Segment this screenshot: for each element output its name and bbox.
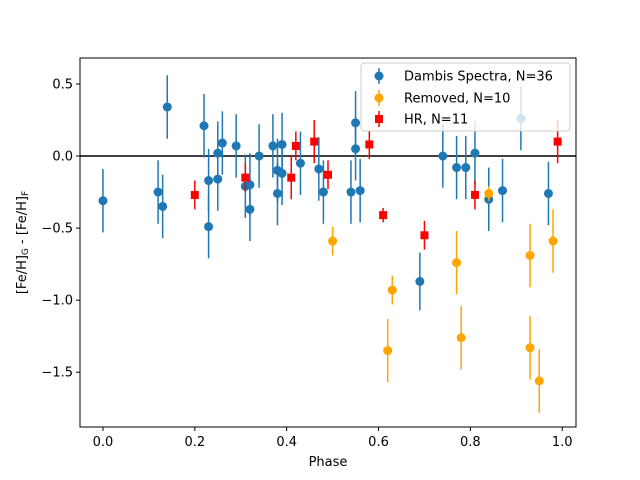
legend-marker-circle: [374, 71, 384, 81]
data-point: [295, 158, 305, 168]
data-point: [318, 187, 328, 197]
data-point: [162, 102, 172, 112]
data-point: [346, 187, 356, 197]
y-tick-label: 0.0: [52, 150, 73, 165]
data-point: [245, 204, 255, 214]
data-point-square: [553, 137, 562, 146]
y-tick-label: 0.5: [52, 77, 73, 92]
y-axis-label: [Fe/H]G - [Fe/H]F: [15, 191, 31, 294]
data-point: [548, 236, 558, 246]
legend-label: Removed, N=10: [404, 92, 510, 107]
legend-marker-circle: [374, 93, 384, 103]
data-point: [415, 276, 425, 286]
data-point: [484, 188, 494, 198]
data-point-square: [324, 170, 332, 179]
data-point: [204, 222, 214, 232]
x-tick-label: 0.8: [460, 435, 481, 450]
legend-label: HR, N=11: [404, 113, 468, 128]
axis-ticks: 0.0 0.2 0.4 0.6 0.8 1.0 0.5 0.0 −0.5 −1.0 −1.5: [41, 77, 572, 450]
legend-entry-dambis: Dambis Spectra, N=36: [374, 68, 553, 85]
data-point: [231, 141, 241, 151]
x-tick-label: 0.0: [93, 435, 114, 450]
legend-entry-hr: HR, N=11: [375, 111, 468, 128]
data-point: [217, 138, 227, 148]
data-point: [525, 250, 535, 260]
data-point-square: [291, 141, 300, 150]
legend-box: [360, 62, 571, 132]
data-point: [314, 164, 324, 174]
legend-marker-square: [375, 115, 383, 123]
data-point: [355, 186, 365, 196]
y-tick-label: −0.5: [41, 222, 73, 237]
data-point: [277, 168, 287, 178]
legend-entry-removed: Removed, N=10: [374, 90, 510, 107]
data-point: [438, 151, 448, 161]
data-point: [387, 285, 397, 295]
data-point: [456, 333, 466, 343]
x-tick-label: 0.6: [368, 435, 389, 450]
plot-area: [80, 75, 576, 413]
data-point: [204, 176, 214, 186]
x-tick-label: 0.2: [184, 435, 205, 450]
y-axis-label-sub2: F: [21, 191, 31, 196]
data-point: [213, 174, 223, 184]
data-point: [534, 376, 544, 386]
y-tick-label: −1.5: [41, 366, 73, 381]
legend: Dambis Spectra, N=36 Removed, N=10 HR, N…: [360, 62, 571, 132]
data-point: [328, 236, 338, 246]
data-point: [461, 163, 471, 173]
y-axis-label-mid: - [Fe/H]: [15, 196, 30, 248]
data-point-square: [365, 140, 374, 149]
data-point: [272, 188, 282, 198]
data-point: [452, 163, 462, 173]
data-point: [158, 201, 168, 211]
data-point-square: [420, 231, 429, 240]
y-axis-label-sub1: G: [21, 248, 31, 255]
data-point: [543, 188, 553, 198]
data-point: [470, 148, 480, 158]
data-point-square: [470, 190, 479, 199]
data-point-square: [241, 173, 250, 182]
x-tick-label: 1.0: [552, 435, 573, 450]
data-point: [268, 141, 278, 151]
data-point-square: [310, 137, 319, 146]
data-point: [254, 151, 264, 161]
legend-label: Dambis Spectra, N=36: [404, 70, 553, 85]
y-tick-label: −1.0: [41, 294, 73, 309]
data-point-square: [190, 190, 199, 199]
x-axis-label: Phase: [309, 455, 348, 470]
data-point: [498, 186, 508, 196]
data-point: [153, 187, 163, 197]
y-axis-label-base: [Fe/H]: [15, 255, 30, 294]
data-point: [98, 196, 108, 206]
data-point: [351, 144, 361, 154]
data-point: [525, 343, 535, 353]
axes-frame: [79, 57, 577, 428]
x-tick-label: 0.4: [276, 435, 297, 450]
data-point-square: [379, 211, 388, 220]
data-point-square: [287, 173, 296, 182]
data-point: [452, 258, 462, 268]
data-point: [383, 346, 393, 356]
data-point: [199, 121, 209, 131]
